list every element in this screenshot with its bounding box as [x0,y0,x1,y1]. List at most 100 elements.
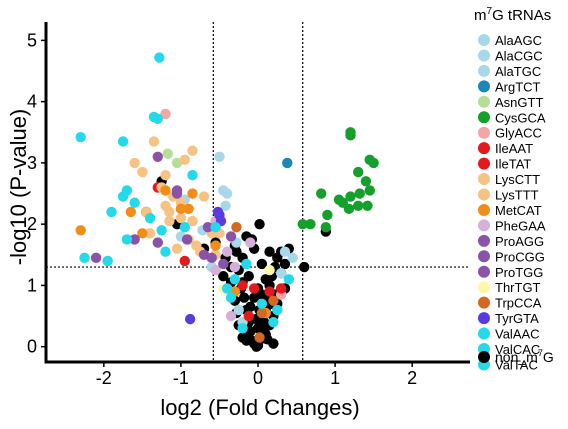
data-point-valcac [187,169,198,181]
y-axis-ticks: 0 1 2 3 4 5 [27,30,46,357]
x-axis-label: log2 (Fold Changes) [160,395,359,420]
legend-label-valcac: ValCAC [495,342,540,357]
data-point-valaac [102,255,113,267]
data-point-alaagc [233,304,244,316]
data-point-lysctt [144,228,156,239]
data-point-lysctt [187,145,198,156]
legend-label-thrtgt: ThrTGT [495,280,541,295]
legend-marker-glyacc [478,126,490,139]
data-point-proagg [152,151,163,162]
x-tick-label: 1 [330,368,340,388]
legend-label-asngtt: AsnGTT [495,95,543,110]
data-point-metcat [210,240,221,251]
data-point-cysgca [322,209,333,221]
legend-marker-alatgc [478,64,490,77]
legend-bottom-sup: 7 [538,348,543,358]
data-point-cysgca [320,222,332,233]
data-point-argtct [282,157,293,169]
data-point-cysgca [368,157,379,169]
data-point-valaac [79,252,90,264]
legend-items: AlaAGCAlaCGCAlaTGCArgTCTAsnGTTCysGCAGlyA… [478,33,546,372]
legend-marker-tyrgta [478,312,490,325]
data-point-procgg [152,237,163,248]
x-tick-label: 2 [407,368,417,388]
data-point-valaac [229,274,241,285]
data-point-valtac [179,222,190,233]
data-point-valaac [152,113,163,124]
data-point-valcac [117,191,129,202]
data-point-proagg [181,234,193,245]
legend-marker-non-m7g [478,351,490,363]
data-point-phegaa [221,246,233,257]
data-point-iletat [248,283,260,294]
data-point-valtac [210,222,221,233]
data-point-valcac [225,292,237,303]
data-point-lysctt [175,212,187,224]
legend-bottom-base: non_m [495,349,538,365]
data-point-lysttt [171,243,183,254]
data-point-valaac [154,52,165,63]
data-point-alacgc [221,188,233,199]
data-point-lysctt [164,215,175,227]
legend-label-metcat: MetCAT [495,203,542,218]
legend-label-procgg: ProCGG [495,249,545,264]
data-point-lysctt [187,215,198,227]
data-point-ileaat [243,310,254,322]
data-point-protgg [129,234,140,245]
data-point-protgg [218,258,229,270]
x-tick-label: -1 [173,368,189,388]
legend-marker-phegaa [478,219,490,232]
data-point-lysctt [137,166,148,178]
legend-label-iletat: IleTAT [495,157,531,172]
data-point-non_m7g [256,258,268,270]
data-point-non_m7g [252,323,264,334]
legend-label-trpcca: TrpCCA [495,296,542,311]
data-point-phegaa [225,310,237,322]
legend-marker-lysctt [478,173,490,186]
data-point-cysgca [333,194,345,205]
data-point-non_m7g [238,292,250,303]
data-point-non_m7g [299,261,310,273]
data-point-valtac [237,323,248,334]
data-point-non_m7g [248,292,260,303]
data-point-phegaa [210,264,221,276]
data-point-non_m7g [264,246,275,257]
legend-label-alacgc: AlaCGC [495,48,543,63]
data-point-alatgc [275,267,287,279]
data-point-non_m7g [254,218,265,230]
data-point-non_m7g [218,271,229,282]
legend-title-base: m [474,7,487,24]
data-point-non_m7g [279,258,291,270]
data-point-iletat [237,280,248,291]
legend-label-valtac: ValTAC [495,357,538,372]
data-point-procgg [202,222,214,233]
data-point-alacgc [214,151,225,162]
legend-title: m7G tRNAs [474,6,551,24]
x-tick-label: -2 [96,368,112,388]
data-point-ileaat [264,286,275,297]
legend-marker-asngtt [478,95,490,108]
x-axis-ticks: -2 -1 0 1 2 [96,362,417,388]
data-point-metcat [183,203,194,215]
data-point-valaac [268,316,279,328]
legend-marker-proagg [478,234,490,247]
data-point-proagg [90,252,102,264]
data-point-valaac [75,131,86,143]
legend-label-argtct: ArgTCT [495,79,541,94]
data-point-valaac [121,234,133,245]
data-point-metcat [75,225,86,236]
y-tick-label: 5 [27,30,37,50]
y-tick-label: 2 [27,214,37,234]
data-point-lysctt [179,154,190,166]
data-point-trpcca [254,332,265,343]
legend-title-sup: 7 [487,6,493,17]
data-point-lysctt [148,136,160,147]
data-point-metcat [175,203,187,215]
data-point-procgg [171,188,183,199]
data-point-cysgca [343,203,355,215]
legend-marker-valaac [478,327,490,340]
data-point-cysgca [362,200,373,211]
data-point-metcat [187,188,198,199]
